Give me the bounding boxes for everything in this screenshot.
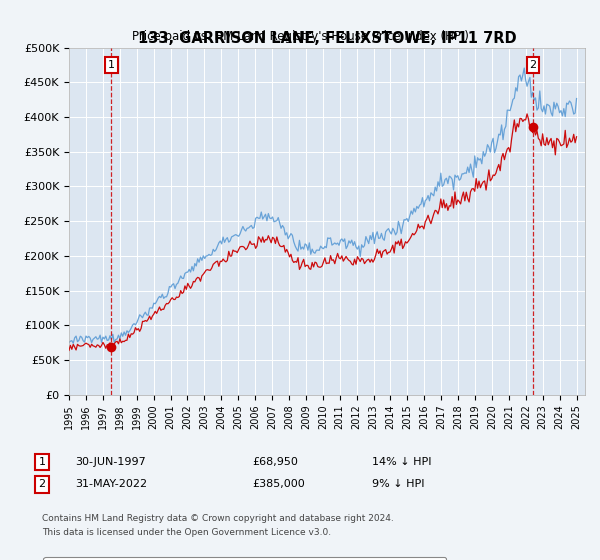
Text: 31-MAY-2022: 31-MAY-2022 [75,479,147,489]
Legend: 133, GARRISON LANE, FELIXSTOWE, IP11 7RD (detached house), HPI: Average price, d: 133, GARRISON LANE, FELIXSTOWE, IP11 7RD… [43,557,446,560]
Text: 14% ↓ HPI: 14% ↓ HPI [372,457,431,467]
Text: 2: 2 [529,60,536,70]
Title: 133, GARRISON LANE, FELIXSTOWE, IP11 7RD: 133, GARRISON LANE, FELIXSTOWE, IP11 7RD [137,31,517,46]
Text: 2: 2 [38,479,46,489]
Text: £385,000: £385,000 [252,479,305,489]
Text: 9% ↓ HPI: 9% ↓ HPI [372,479,425,489]
Text: This data is licensed under the Open Government Licence v3.0.: This data is licensed under the Open Gov… [42,528,331,536]
Text: 30-JUN-1997: 30-JUN-1997 [75,457,146,467]
Text: 1: 1 [38,457,46,467]
Text: Contains HM Land Registry data © Crown copyright and database right 2024.: Contains HM Land Registry data © Crown c… [42,514,394,523]
Text: 1: 1 [108,60,115,70]
Text: £68,950: £68,950 [252,457,298,467]
Text: Price paid vs. HM Land Registry's House Price Index (HPI): Price paid vs. HM Land Registry's House … [131,30,469,43]
